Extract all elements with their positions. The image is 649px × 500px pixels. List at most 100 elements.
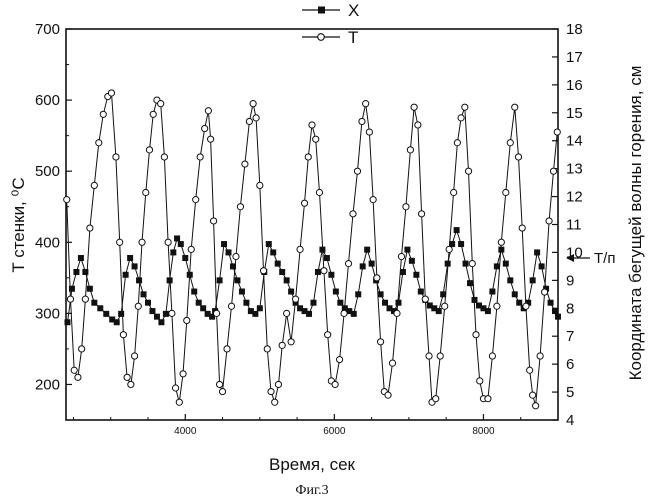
data-point-x: [436, 308, 442, 314]
data-point-t: [316, 189, 322, 195]
data-point-x: [182, 255, 188, 261]
data-point-t: [458, 115, 464, 121]
data-point-x: [145, 300, 151, 306]
right-y-tick-label: 16: [566, 77, 583, 94]
data-point-t: [143, 189, 149, 195]
data-point-t: [359, 118, 365, 124]
data-point-x: [369, 261, 375, 267]
legend-item-x: X: [302, 1, 359, 20]
data-point-x: [288, 289, 294, 295]
data-point-t: [100, 111, 106, 117]
data-point-x: [503, 261, 509, 267]
right-y-tick-label: 17: [566, 49, 583, 66]
data-point-t: [550, 168, 556, 174]
data-point-x: [275, 261, 281, 267]
data-point-x: [149, 308, 155, 314]
data-point-x: [382, 300, 388, 306]
data-point-t: [523, 303, 529, 309]
data-point-x: [485, 308, 491, 314]
data-point-t: [284, 310, 290, 316]
data-point-x: [221, 241, 227, 247]
data-point-x: [324, 255, 330, 261]
data-point-x: [127, 255, 133, 261]
data-point-t: [374, 275, 380, 281]
right-y-tick-label: 14: [566, 133, 583, 150]
data-point-x: [141, 291, 147, 297]
data-point-x: [467, 280, 473, 286]
legend-label-x: X: [348, 1, 359, 20]
data-point-t: [211, 218, 217, 224]
data-point-x: [73, 269, 79, 275]
data-point-t: [313, 136, 319, 142]
data-point-t: [473, 332, 479, 338]
legend-marker-x: [318, 7, 325, 14]
data-point-t: [293, 296, 299, 302]
data-point-t: [202, 125, 208, 131]
data-point-x: [310, 300, 316, 306]
data-point-t: [451, 189, 457, 195]
data-point-t: [332, 381, 338, 387]
data-point-x: [512, 291, 518, 297]
data-point-x: [534, 249, 540, 255]
data-point-t: [354, 168, 360, 174]
data-point-x: [270, 249, 276, 255]
data-point-t: [398, 253, 404, 259]
data-point-x: [97, 305, 103, 311]
data-point-t: [403, 204, 409, 210]
data-point-t: [257, 182, 263, 188]
data-point-t: [79, 346, 85, 352]
right-y-tick-label: 7: [566, 328, 574, 345]
legend: X T: [302, 1, 359, 47]
data-point-x: [355, 291, 361, 297]
data-point-t: [208, 136, 214, 142]
data-point-t: [213, 310, 219, 316]
x-tick-label: 6000: [323, 426, 346, 437]
left-y-tick-label: 700: [35, 21, 60, 38]
data-point-x: [364, 247, 370, 253]
data-point-x: [516, 300, 522, 306]
data-point-x: [409, 258, 415, 264]
data-point-t: [462, 104, 468, 110]
data-point-t: [113, 154, 119, 160]
data-point-x: [458, 241, 464, 247]
data-point-t: [146, 147, 152, 153]
figure-caption: Фиг.3: [295, 483, 328, 498]
left-axis-title: T стенки, ⁰C: [9, 177, 28, 272]
data-point-t: [437, 353, 443, 359]
data-point-t: [161, 154, 167, 160]
left-y-tick-label: 200: [35, 376, 60, 393]
data-point-x: [87, 286, 93, 292]
data-point-t: [363, 101, 369, 107]
x-tick-label: 4000: [174, 426, 197, 437]
data-point-t: [537, 353, 543, 359]
data-point-x: [418, 289, 424, 295]
data-point-t: [67, 296, 73, 302]
left-y-tick-label: 600: [35, 92, 60, 109]
data-point-x: [333, 289, 339, 295]
data-point-x: [539, 263, 545, 269]
data-point-t: [180, 371, 186, 377]
data-point-t: [446, 246, 452, 252]
data-point-t: [275, 381, 281, 387]
data-point-x: [123, 272, 129, 278]
data-point-t: [407, 147, 413, 153]
data-point-t: [498, 239, 504, 245]
data-point-t: [297, 246, 303, 252]
right-y-tick-label: 11: [566, 217, 582, 234]
data-point-x: [178, 241, 184, 247]
data-point-t: [135, 303, 141, 309]
data-point-t: [515, 154, 521, 160]
legend-label-t: T: [348, 28, 358, 47]
right-y-tick-label: 4: [566, 412, 574, 429]
data-point-x: [360, 263, 366, 269]
data-point-t: [124, 374, 130, 380]
data-point-t: [494, 303, 500, 309]
data-point-t: [96, 140, 102, 146]
right-y-tick-label: 9: [566, 272, 574, 289]
right-y-tick-label: 13: [566, 161, 583, 178]
data-point-t: [325, 332, 331, 338]
right-y-tick-label: 6: [566, 356, 574, 373]
data-point-t: [268, 388, 274, 394]
data-point-t: [309, 122, 315, 128]
series-t: [64, 90, 561, 409]
